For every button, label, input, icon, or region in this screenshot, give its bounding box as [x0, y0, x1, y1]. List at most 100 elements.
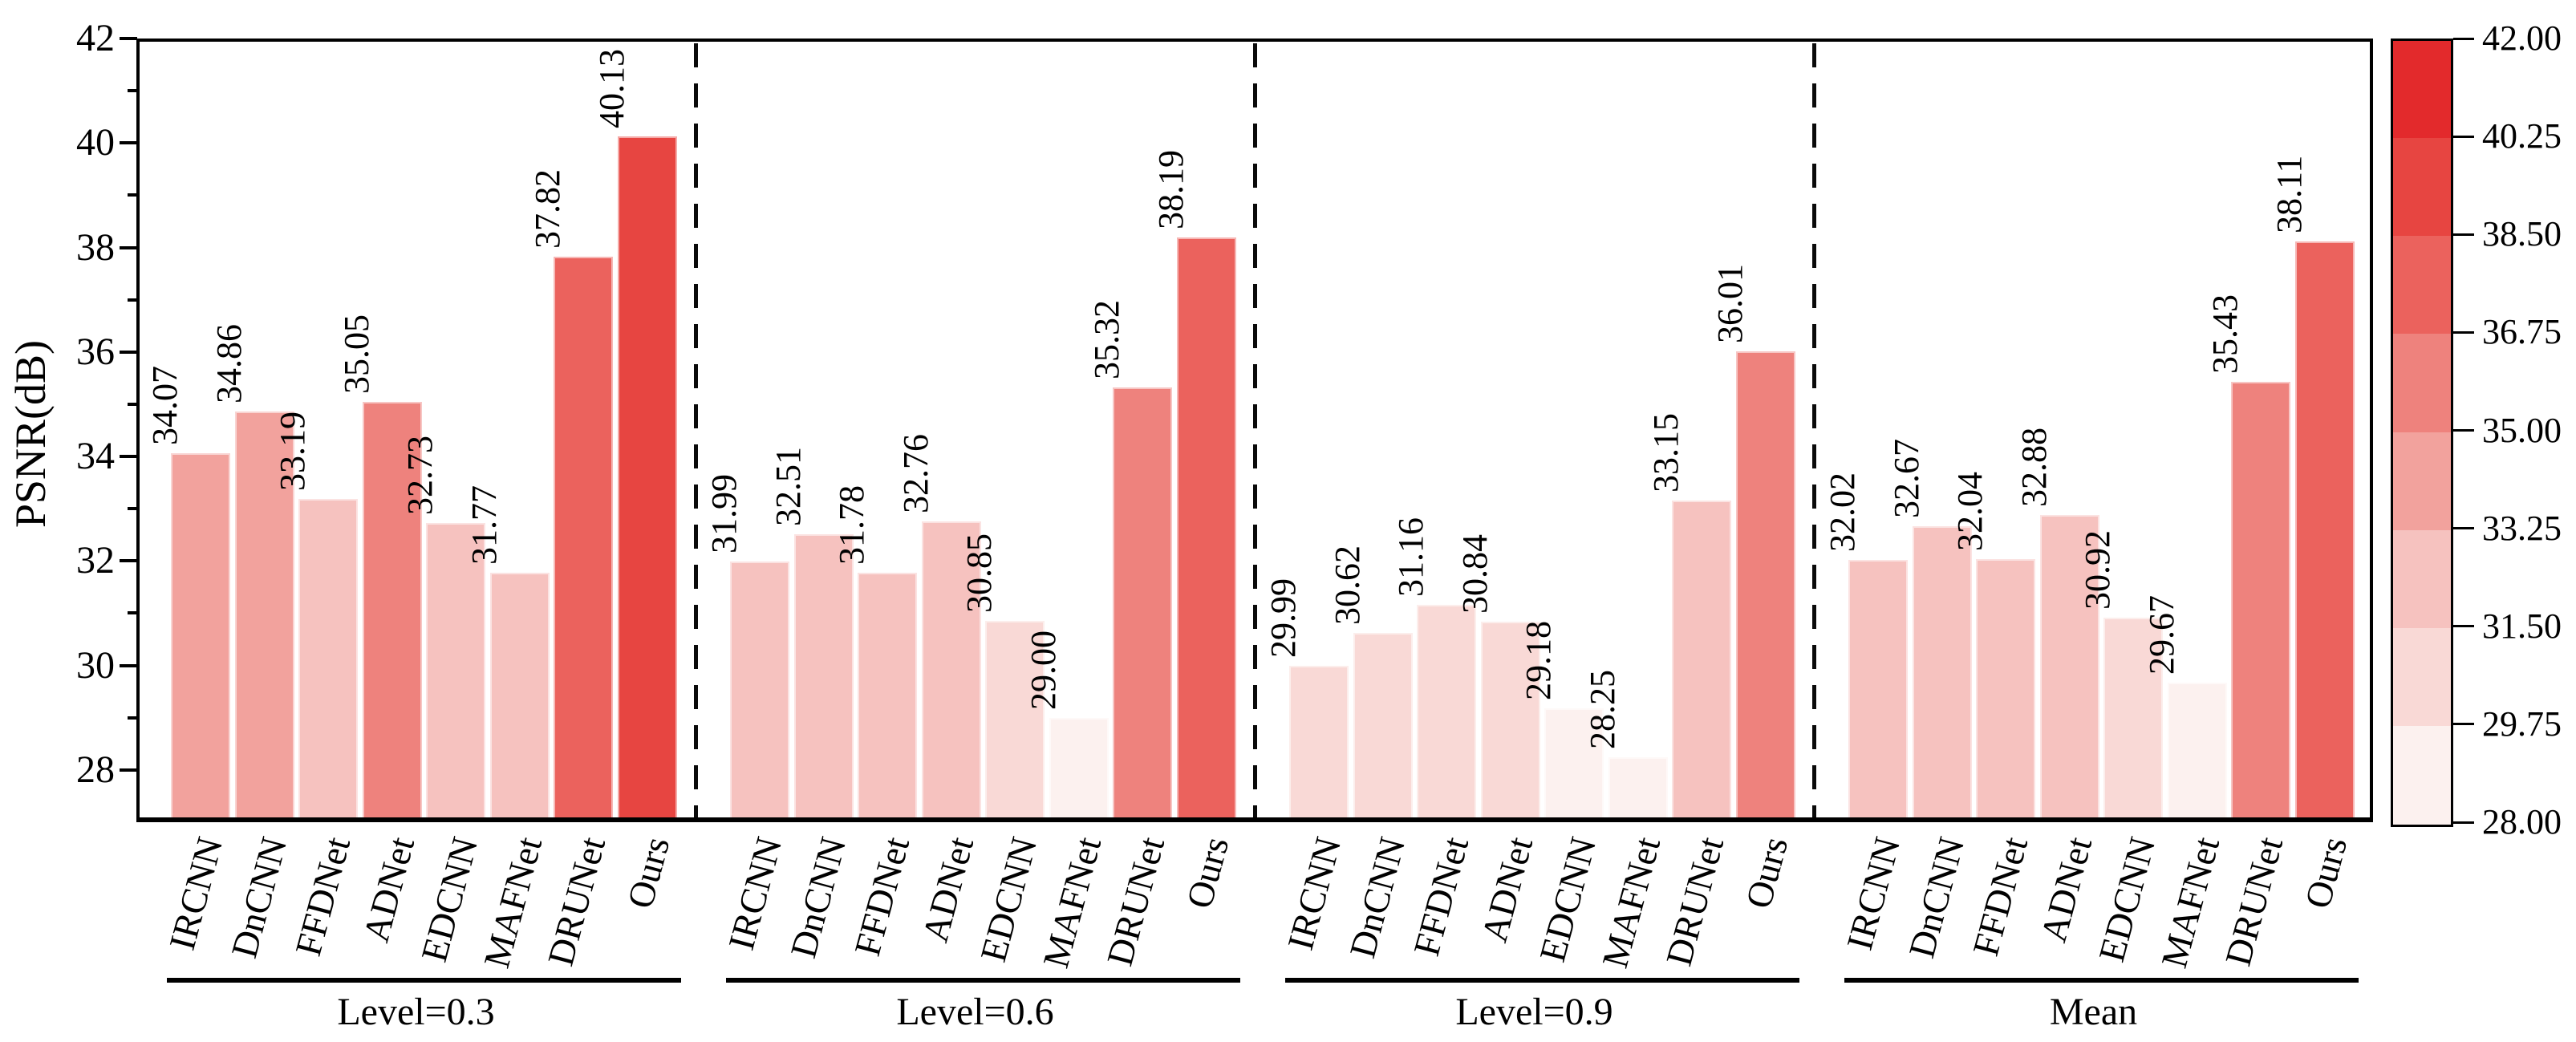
x-tick-label-IRCNN: IRCNN [1838, 833, 1909, 955]
panel-separator [693, 43, 698, 819]
bar-Ours [1176, 237, 1236, 822]
bar-Ours [2294, 241, 2355, 822]
x-tick-label-FFDNet: FFDNet [846, 833, 918, 960]
bar-ADNet [2039, 515, 2099, 822]
bar-EDCNN [2103, 617, 2164, 822]
bar-DnCNN [234, 412, 294, 822]
y-tick-label: 42 [76, 17, 115, 59]
x-tick-label-DRUNet: DRUNet [1658, 833, 1732, 971]
colorbar-segment [2393, 334, 2451, 433]
panel-separator [1252, 43, 1257, 819]
bar-value-label: 30.62 [1327, 545, 1367, 626]
bar-value-label: 31.77 [464, 485, 504, 566]
x-tick-label-FFDNet: FFDNet [1965, 833, 2036, 960]
bar-DnCNN [1912, 525, 1972, 822]
x-tick-label-ADNet: ADNet [355, 833, 422, 947]
bar-value-label: 38.19 [1150, 150, 1191, 230]
bar-value-label: 32.02 [1823, 472, 1862, 553]
colorbar-segment [2393, 529, 2451, 629]
colorbar-tick-label: 28.00 [2482, 802, 2562, 841]
x-tick-label-ADNet: ADNet [914, 833, 981, 947]
bar-value-label: 32.51 [768, 447, 808, 527]
x-tick-label-DnCNN: DnCNN [1341, 833, 1413, 963]
bar-Ours [617, 136, 677, 822]
bar-DRUNet [1113, 387, 1173, 822]
y-tick-label: 36 [76, 330, 115, 373]
colorbar-tick [2453, 527, 2474, 530]
y-tick-label: 34 [76, 435, 115, 478]
x-tick-label-ADNet: ADNet [2032, 833, 2099, 947]
group-underline [1844, 978, 2359, 983]
x-tick-label-IRCNN: IRCNN [1279, 833, 1349, 955]
y-major-tick [120, 37, 137, 40]
colorbar-tick-label: 40.25 [2482, 116, 2562, 156]
y-tick-label: 28 [76, 748, 115, 791]
y-minor-tick [128, 193, 137, 197]
bar-DnCNN [793, 534, 854, 822]
bar-MAFNet [1049, 717, 1109, 822]
bar-value-label: 34.86 [209, 324, 249, 404]
y-tick-label: 38 [76, 225, 115, 269]
bar-value-label: 32.73 [400, 435, 440, 515]
bar-value-label: 33.15 [1646, 413, 1686, 493]
bar-IRCNN [1848, 560, 1908, 822]
x-tick-label-MAFNet: MAFNet [1593, 833, 1669, 972]
group-label: Level=0.3 [337, 991, 495, 1033]
x-tick-label-EDCNN: EDCNN [413, 833, 486, 967]
bar-value-label: 33.19 [273, 411, 313, 491]
y-major-tick [120, 663, 137, 667]
colorbar-tick-label: 29.75 [2482, 703, 2562, 744]
bar-value-label: 29.67 [2141, 595, 2181, 675]
bar-value-label: 40.13 [591, 48, 631, 128]
bar-EDCNN [985, 621, 1045, 822]
x-tick-label-MAFNet: MAFNet [2152, 833, 2228, 972]
bar-value-label: 29.18 [1519, 621, 1559, 700]
x-tick-label-DnCNN: DnCNN [1900, 833, 1972, 963]
bar-EDCNN [1544, 708, 1604, 822]
colorbar-segment [2393, 432, 2451, 531]
bar-value-label: 32.67 [1886, 438, 1926, 518]
bar-FFDNet [298, 498, 359, 822]
x-tick-label-Ours: Ours [619, 833, 678, 913]
bar-value-label: 32.04 [1950, 471, 1990, 551]
bar-FFDNet [1976, 558, 2036, 822]
colorbar-segment [2393, 627, 2451, 727]
bar-ADNet [921, 521, 981, 822]
bar-value-label: 29.00 [1023, 630, 1063, 710]
bar-IRCNN [171, 452, 230, 822]
x-tick-label-DRUNet: DRUNet [540, 833, 614, 971]
bar-value-label: 38.11 [2269, 155, 2309, 234]
x-tick-label-ADNet: ADNet [1473, 833, 1540, 947]
bar-DnCNN [1353, 633, 1413, 822]
bar-ADNet [362, 401, 422, 822]
colorbar-tick [2453, 37, 2474, 40]
x-tick-label-EDCNN: EDCNN [972, 833, 1045, 967]
colorbar-tick-label: 35.00 [2482, 410, 2562, 450]
bar-value-label: 30.85 [959, 533, 1000, 614]
x-tick-label-DnCNN: DnCNN [222, 833, 294, 963]
panel-separator [1811, 43, 1816, 819]
colorbar-tick [2453, 821, 2474, 824]
bar-EDCNN [426, 522, 486, 822]
colorbar-tick-label: 38.50 [2482, 214, 2562, 254]
group-underline [1285, 978, 1799, 983]
colorbar-segment [2393, 138, 2451, 237]
y-tick-label: 30 [76, 643, 115, 687]
colorbar-tick-label: 36.75 [2482, 312, 2562, 352]
bar-DRUNet [1672, 501, 1732, 822]
bar-MAFNet [2167, 683, 2227, 822]
bar-MAFNet [1608, 756, 1668, 822]
x-tick-label-DnCNN: DnCNN [781, 833, 854, 963]
bar-value-label: 29.99 [1264, 578, 1303, 659]
bar-value-label: 32.76 [895, 433, 935, 513]
colorbar-tick [2453, 625, 2474, 628]
y-major-tick [120, 768, 137, 772]
y-tick-label: 32 [76, 539, 115, 582]
x-tick-label-Ours: Ours [1178, 833, 1237, 913]
colorbar-tick [2453, 233, 2474, 236]
bar-DRUNet [554, 257, 614, 822]
colorbar-tick [2453, 429, 2474, 432]
colorbar-tick [2453, 723, 2474, 726]
bar-value-label: 30.92 [2078, 529, 2118, 610]
